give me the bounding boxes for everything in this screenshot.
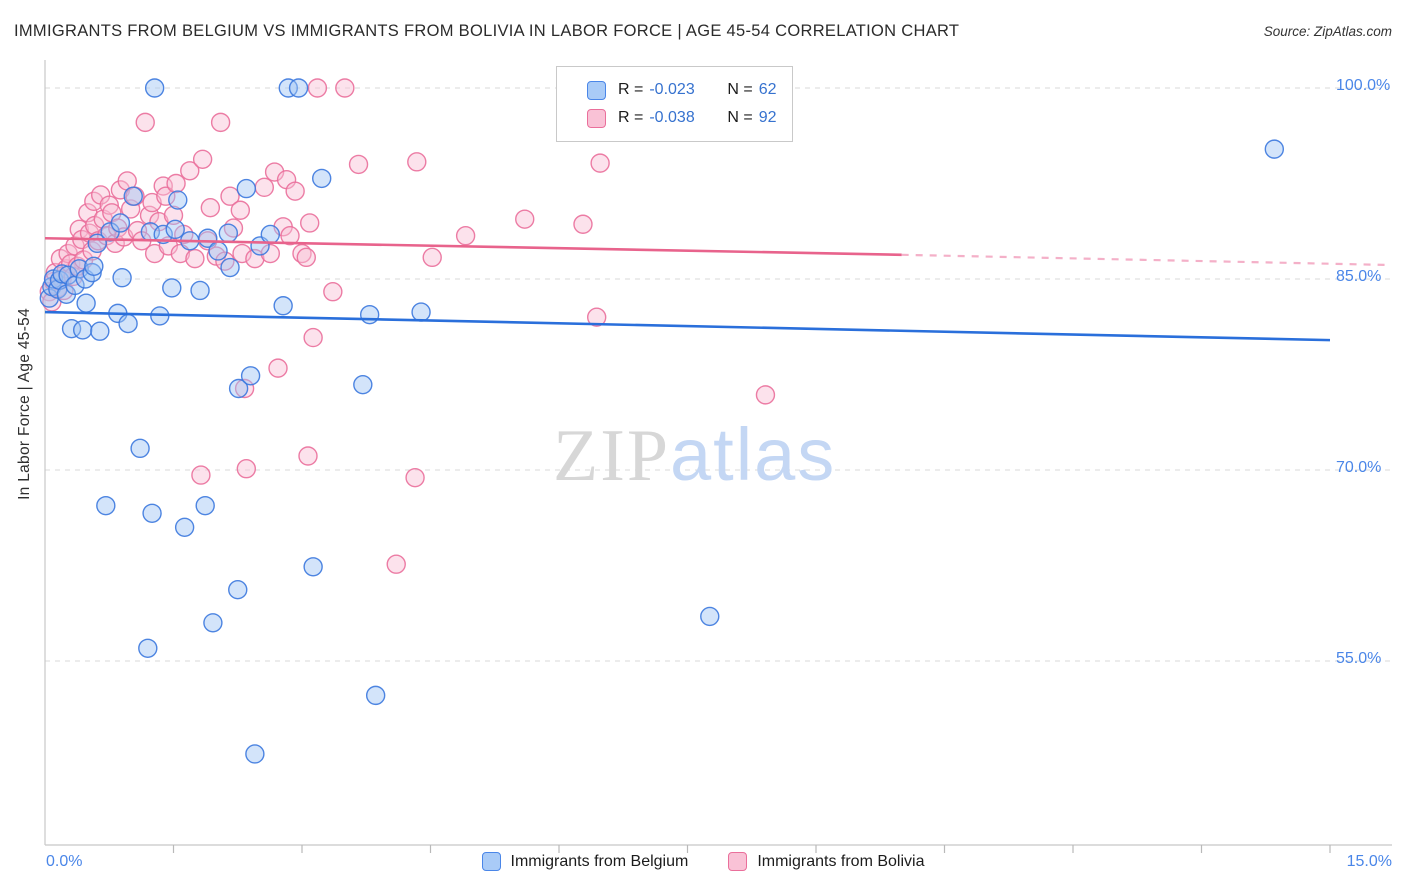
r-value-belgium: -0.023 <box>649 81 695 98</box>
legend-item-belgium: Immigrants from Belgium <box>481 852 689 871</box>
belgium-swatch <box>587 80 606 100</box>
x-axis-min-label: 0.0% <box>46 853 83 870</box>
r-label: R = <box>618 81 644 98</box>
x-axis-max-label: 15.0% <box>1346 853 1392 870</box>
correlation-legend: R = -0.023 N = 62 R = -0.038 N = 92 <box>556 66 794 142</box>
bolivia-legend-swatch <box>728 852 748 871</box>
belgium-legend-label: Immigrants from Belgium <box>510 852 689 870</box>
page-title: IMMIGRANTS FROM BELGIUM VS IMMIGRANTS FR… <box>14 22 960 40</box>
r-value-bolivia: -0.038 <box>649 109 695 126</box>
n-value-belgium: 62 <box>758 81 777 98</box>
y-axis-tick-label: 100.0% <box>1336 77 1391 94</box>
source-label: Source: ZipAtlas.com <box>1263 24 1392 39</box>
n-label: N = <box>727 109 753 126</box>
n-label: N = <box>727 81 753 98</box>
bottom-legend: Immigrants from Belgium Immigrants from … <box>0 852 1406 871</box>
bolivia-swatch <box>587 108 606 128</box>
n-value-bolivia: 92 <box>758 109 777 126</box>
y-axis-tick-label: 55.0% <box>1336 649 1382 667</box>
legend-row-belgium: R = -0.023 N = 62 <box>587 76 776 104</box>
bolivia-legend-label: Immigrants from Bolivia <box>757 852 925 870</box>
legend-row-bolivia: R = -0.038 N = 92 <box>587 104 776 132</box>
y-axis-title: In Labor Force | Age 45-54 <box>16 308 33 500</box>
legend-item-bolivia: Immigrants from Bolivia <box>728 852 924 871</box>
y-axis-tick-label: 85.0% <box>1336 267 1382 285</box>
y-axis-tick-label: 70.0% <box>1336 458 1382 476</box>
belgium-legend-swatch <box>481 852 501 871</box>
r-label: R = <box>618 109 644 126</box>
